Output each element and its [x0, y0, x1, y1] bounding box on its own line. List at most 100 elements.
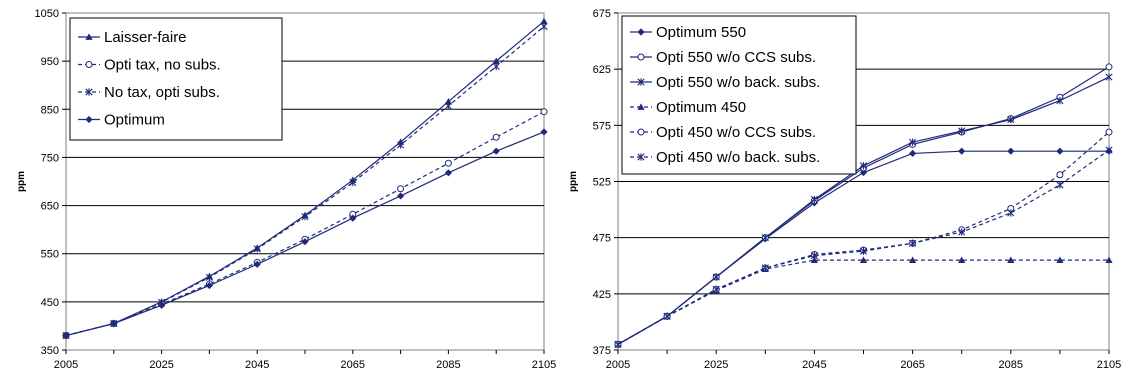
- x-tick-label: 2025: [704, 359, 728, 371]
- legend-box: [69, 17, 283, 141]
- data-point: [397, 141, 405, 149]
- legend-marker: [637, 103, 645, 110]
- legend-marker: [85, 115, 93, 124]
- y-tick-label: 575: [593, 120, 611, 132]
- data-point: [492, 147, 500, 155]
- x-tick-label: 2005: [54, 359, 78, 371]
- data-point: [909, 149, 917, 158]
- y-tick-label: 850: [41, 104, 59, 116]
- y-tick-label: 350: [41, 345, 59, 357]
- legend-item: Optimum: [78, 112, 165, 129]
- data-point: [1056, 181, 1064, 189]
- data-point: [1056, 96, 1064, 105]
- data-point: [492, 57, 500, 65]
- data-point: [1105, 128, 1113, 136]
- legend-item: Opti tax, no subs.: [78, 57, 221, 74]
- data-point: [540, 22, 548, 31]
- legend: Optimum 550 Opti 550 w/o CCS subs. Opti 55…: [621, 15, 857, 175]
- legend-label: Laisser-faire: [104, 29, 187, 46]
- data-point: [1007, 256, 1015, 264]
- series-4: [62, 128, 548, 340]
- data-point: [859, 247, 868, 255]
- legend-item: Opti 450 w/o CCS subs.: [630, 124, 816, 141]
- legend-item: Opti 450 w/o back. subs.: [630, 149, 820, 166]
- data-point: [909, 256, 917, 264]
- y-tick-label: 525: [593, 177, 611, 189]
- data-point: [397, 192, 405, 200]
- data-point: [712, 273, 720, 281]
- data-point: [958, 228, 966, 236]
- data-point: [444, 102, 452, 110]
- y-tick-label: 750: [41, 152, 59, 164]
- data-point: [158, 301, 166, 309]
- legend-marker: [637, 78, 645, 86]
- data-point: [444, 97, 452, 105]
- y-tick-label: 475: [593, 233, 611, 245]
- x-tick-label: 2085: [999, 359, 1023, 371]
- data-point: [1056, 171, 1064, 179]
- legend-label: Optimum: [104, 112, 165, 129]
- x-tick-label: 2045: [245, 359, 269, 371]
- data-point: [205, 281, 213, 290]
- y-tick-label: 425: [593, 289, 611, 301]
- chart-right-svg: 375 425 475 525 575 625 675 2005 2025 2045 2065 208…: [568, 8, 1121, 371]
- x-tick-label: 2045: [802, 359, 826, 371]
- x-tick-label: 2065: [341, 359, 365, 371]
- data-point: [1105, 73, 1113, 81]
- data-point: [253, 245, 261, 253]
- data-point: [761, 233, 769, 242]
- legend-marker: [85, 33, 93, 40]
- y-tick-label: 1050: [35, 8, 59, 20]
- legend-marker: [85, 61, 93, 68]
- data-point: [397, 185, 405, 193]
- data-point: [253, 260, 261, 268]
- data-point: [859, 162, 868, 170]
- legend-label: Opti 450 w/o CCS subs.: [656, 124, 816, 141]
- legend-item: Opti 550 w/o CCS subs.: [630, 49, 816, 66]
- series-6: [614, 146, 1113, 349]
- data-point: [810, 256, 818, 264]
- legend-item: No tax, opti subs.: [78, 84, 220, 101]
- chart-left-svg: 350 450 550 650 750 850 950 1050 2005 2025 2045 206…: [16, 8, 556, 371]
- data-point: [444, 169, 452, 177]
- data-point: [301, 212, 309, 221]
- data-point: [349, 214, 357, 222]
- data-point: [712, 285, 720, 294]
- x-tick-label: 2105: [532, 359, 556, 371]
- data-point: [663, 312, 671, 320]
- data-point: [540, 108, 548, 116]
- y-tick-label: 950: [41, 56, 59, 68]
- data-point: [62, 331, 70, 340]
- x-tick-label: 2025: [149, 359, 173, 371]
- data-point: [810, 195, 818, 204]
- y-tick-label: 650: [41, 201, 59, 213]
- data-point: [540, 128, 548, 136]
- data-point: [1105, 63, 1113, 71]
- legend-item: Opti 550 w/o back. subs.: [630, 74, 820, 91]
- legend: Laisser-faire Opti tax, no subs. No tax, o…: [69, 17, 283, 141]
- data-point: [909, 239, 917, 247]
- legend-item: Laisser-faire: [78, 29, 187, 46]
- legend-marker: [85, 88, 93, 96]
- legend-label: Optimum 450: [656, 99, 746, 116]
- legend-marker: [637, 128, 645, 136]
- data-point: [1007, 116, 1015, 124]
- data-point: [1105, 146, 1113, 154]
- y-tick-label: 625: [593, 64, 611, 76]
- legend-label: Opti 550 w/o back. subs.: [656, 74, 820, 91]
- data-point: [958, 147, 966, 155]
- x-tick-label: 2105: [1097, 359, 1121, 371]
- data-point: [1056, 147, 1064, 155]
- data-point: [492, 62, 500, 71]
- data-point: [958, 256, 966, 264]
- y-tick-label: 450: [41, 297, 59, 309]
- data-point: [301, 238, 309, 246]
- data-point: [205, 273, 213, 282]
- x-tick-label: 2085: [436, 359, 460, 371]
- data-point: [810, 251, 818, 260]
- legend-label: Opti 450 w/o back. subs.: [656, 149, 820, 166]
- legend-item: Optimum 450: [630, 99, 746, 116]
- legend-label: No tax, opti subs.: [104, 84, 220, 101]
- legend-label: Opti tax, no subs.: [104, 57, 221, 74]
- chart-panel-right: 375 425 475 525 575 625 675 2005 2025 2045 2065 208…: [563, 0, 1126, 376]
